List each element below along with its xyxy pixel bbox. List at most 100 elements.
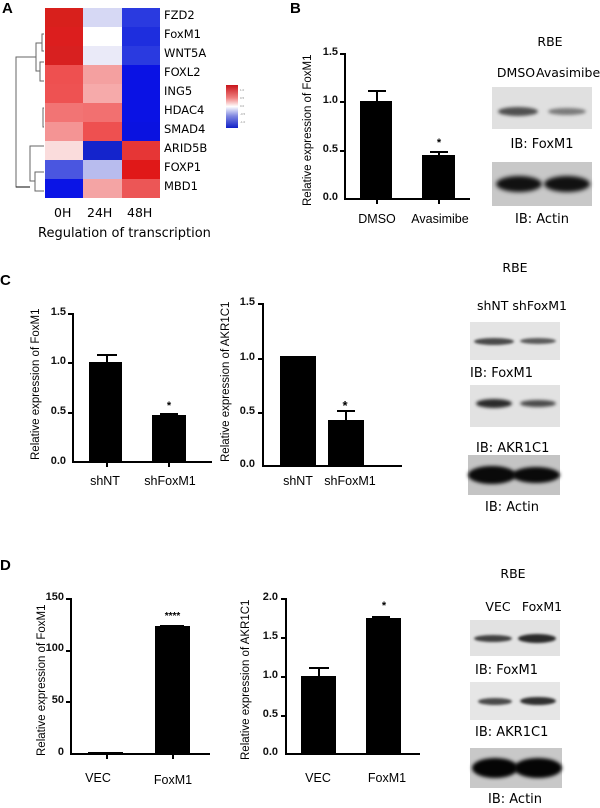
- y-axis-label: Relative expression of FoxM1: [36, 604, 48, 756]
- x-axis: [72, 461, 212, 463]
- blot-label: IB: Actin: [514, 212, 570, 227]
- panel-label-d: D: [0, 557, 11, 574]
- bar-avasimibe: [422, 155, 455, 199]
- blot-label: IB: FoxM1: [510, 137, 574, 152]
- heatmap-cell: [122, 122, 160, 141]
- heatmap-cell: [122, 160, 160, 179]
- blot-label: IB: FoxM1: [475, 663, 539, 678]
- gene-label: ING5: [164, 84, 193, 98]
- heatmap-cell: [122, 65, 160, 84]
- heatmap-cell: [83, 141, 122, 160]
- bar-shfoxm1: [152, 415, 186, 462]
- heatmap-cell: [122, 27, 160, 46]
- heatmap-cell: [122, 103, 160, 122]
- y-axis: [262, 303, 264, 466]
- significance-marker: *: [436, 137, 442, 149]
- blot-label: IB: AKR1C1: [476, 441, 550, 456]
- heatmap-cell: [83, 103, 122, 122]
- gene-label: FOXL2: [164, 65, 201, 79]
- lane-label: FoxM1: [521, 599, 563, 614]
- western-blot-akr1c1: [470, 682, 560, 720]
- significance-marker: *: [342, 398, 348, 413]
- x-tick-label: Avasimibe: [411, 212, 469, 226]
- y-tick-label: 0.5: [322, 143, 338, 155]
- y-axis: [72, 313, 74, 463]
- bar-dmso: [360, 101, 392, 199]
- bar-foxm1: [366, 618, 401, 754]
- western-blot-actin: [468, 455, 560, 495]
- dendrogram: [15, 33, 44, 192]
- heatmap-cell: [45, 84, 83, 103]
- x-tick-label: DMSO: [358, 212, 396, 226]
- y-tick-label: 0.0: [322, 191, 338, 203]
- blot-label: IB: Actin: [488, 792, 543, 807]
- heatmap-cell: [45, 160, 83, 179]
- panel-label-a: A: [2, 0, 13, 17]
- heatmap-cell: [45, 103, 83, 122]
- heatmap-cell: [83, 122, 122, 141]
- significance-marker: ****: [164, 611, 181, 622]
- gene-label: FZD2: [164, 8, 195, 22]
- heatmap-cell: [83, 8, 122, 27]
- legend-tick-labels: 1.0 0.5 0.0 -0.5 -1.0: [240, 88, 246, 124]
- x-axis: [262, 465, 402, 467]
- lane-label: shNT shFoxM1: [477, 298, 567, 313]
- y-tick-label: 1.0: [322, 94, 338, 106]
- heatmap-cell: [122, 141, 160, 160]
- gene-label: FOXP1: [164, 160, 202, 174]
- heatmap-caption: Regulation of transcription: [38, 226, 211, 241]
- cell-line-label: RBE: [537, 34, 563, 49]
- heatmap-cell: [45, 179, 83, 198]
- western-blot-actin: [492, 162, 592, 206]
- x-axis: [70, 753, 210, 755]
- column-label-0h: 0H: [54, 205, 72, 220]
- gene-label: SMAD4: [164, 122, 206, 136]
- panel-label-c: C: [0, 272, 11, 289]
- heatmap-cell: [83, 84, 122, 103]
- y-axis-label: Relative expression of FoxM1: [302, 54, 314, 206]
- heatmap-cell: [83, 65, 122, 84]
- blot-label: IB: AKR1C1: [475, 725, 549, 740]
- blot-label: IB: FoxM1: [470, 366, 534, 381]
- y-axis: [344, 53, 346, 200]
- gene-label: MBD1: [164, 179, 198, 193]
- column-label-48h: 48H: [127, 205, 153, 220]
- heatmap-cell: [122, 84, 160, 103]
- y-axis: [285, 598, 287, 755]
- x-axis: [344, 198, 470, 200]
- western-blot-foxm1: [492, 87, 592, 129]
- cell-line-label: RBE: [502, 260, 528, 275]
- column-label-24h: 24H: [87, 205, 113, 220]
- y-axis-label: Relative expression of FoxM1: [30, 308, 42, 460]
- heatmap-cell: [122, 8, 160, 27]
- western-blot-foxm1: [470, 620, 560, 656]
- panel-label-b: B: [290, 0, 301, 17]
- significance-marker: *: [166, 400, 172, 412]
- lane-label: VEC: [485, 599, 511, 614]
- y-tick-label: 1.5: [322, 46, 338, 58]
- cell-line-label: RBE: [500, 566, 526, 581]
- heatmap-cell: [122, 46, 160, 65]
- bar-vec: [301, 676, 336, 754]
- bar-shnt: [89, 362, 122, 462]
- bar-shnt: [280, 357, 316, 466]
- gene-label: WNT5A: [164, 46, 207, 60]
- western-blot-akr1c1: [470, 385, 560, 427]
- gene-label: ARID5B: [164, 141, 208, 155]
- heatmap-cell: [45, 46, 83, 65]
- bar-foxm1: [155, 626, 190, 754]
- heatmap-cell: [83, 179, 122, 198]
- x-axis: [285, 753, 420, 755]
- lane-label: DMSO: [496, 65, 536, 80]
- heatmap-cell: [122, 179, 160, 198]
- heatmap-cell: [83, 160, 122, 179]
- heatmap-grid: [45, 8, 160, 198]
- gene-label: FoxM1: [164, 27, 201, 41]
- heatmap-cell: [83, 46, 122, 65]
- heatmap-color-legend: [226, 85, 238, 128]
- y-axis-label: Relative expression of AKR1C1: [220, 301, 232, 462]
- heatmap-cell: [45, 65, 83, 84]
- bar-shfoxm1: [328, 420, 364, 466]
- western-blot-actin: [470, 748, 562, 788]
- heatmap-cell: [45, 141, 83, 160]
